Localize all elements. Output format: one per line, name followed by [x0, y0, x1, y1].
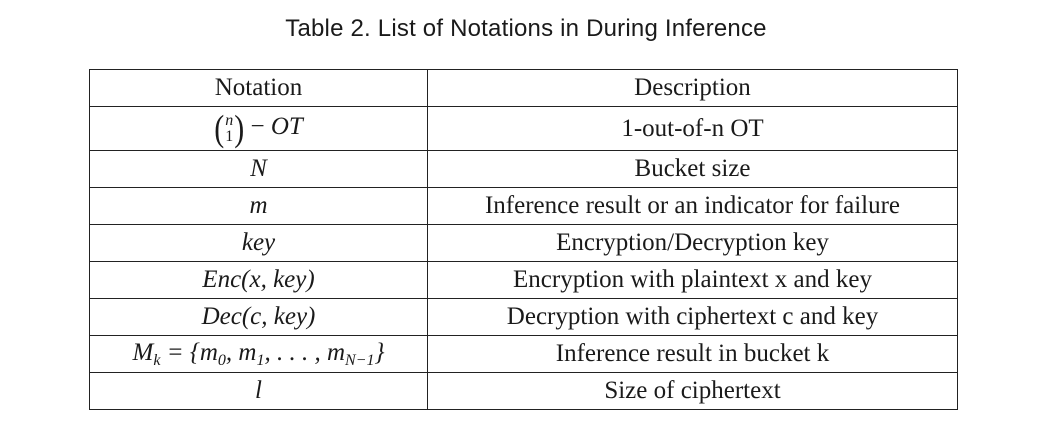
description-cell: Decryption with ciphertext c and key — [427, 298, 958, 336]
notation-cell: Dec(c, key) — [89, 298, 428, 336]
notation-cell: l — [89, 372, 428, 410]
header-notation: Notation — [89, 69, 428, 107]
header-description: Description — [427, 69, 958, 107]
table-header-row: Notation Description — [89, 69, 958, 107]
table-caption: Table 2. List of Notations in During Inf… — [285, 15, 767, 42]
binomial-notation: (n 1) − OT — [214, 107, 303, 149]
description-cell: Inference result or an indicator for fai… — [427, 187, 958, 225]
notation-cell: N — [89, 150, 428, 188]
description-cell: Size of ciphertext — [427, 372, 958, 410]
description-cell: Encryption/Decryption key — [427, 224, 958, 262]
notation-cell: Mk = {m0, m1, . . . , mN−1} — [89, 335, 428, 373]
description-cell: 1-out-of-n OT — [427, 106, 958, 151]
notation-cell: (n 1) − OT — [89, 106, 428, 151]
description-cell: Encryption with plaintext x and key — [427, 261, 958, 299]
table-row: m Inference result or an indicator for f… — [89, 187, 958, 225]
notation-cell: m — [89, 187, 428, 225]
table-row: l Size of ciphertext — [89, 372, 958, 410]
notation-cell: key — [89, 224, 428, 262]
table-row: Mk = {m0, m1, . . . , mN−1} Inference re… — [89, 335, 958, 373]
table-row: Dec(c, key) Decryption with ciphertext c… — [89, 298, 958, 336]
table-row: key Encryption/Decryption key — [89, 224, 958, 262]
table-row: Enc(x, key) Encryption with plaintext x … — [89, 261, 958, 299]
notation-cell: Enc(x, key) — [89, 261, 428, 299]
description-cell: Inference result in bucket k — [427, 335, 958, 373]
description-cell: Bucket size — [427, 150, 958, 188]
table-row: N Bucket size — [89, 150, 958, 188]
bucket-set-notation: Mk = {m0, m1, . . . , mN−1} — [132, 338, 385, 369]
notation-table: Notation Description (n 1) − OT 1-out-of-… — [89, 69, 958, 410]
table-row: (n 1) − OT 1-out-of-n OT — [89, 106, 958, 151]
